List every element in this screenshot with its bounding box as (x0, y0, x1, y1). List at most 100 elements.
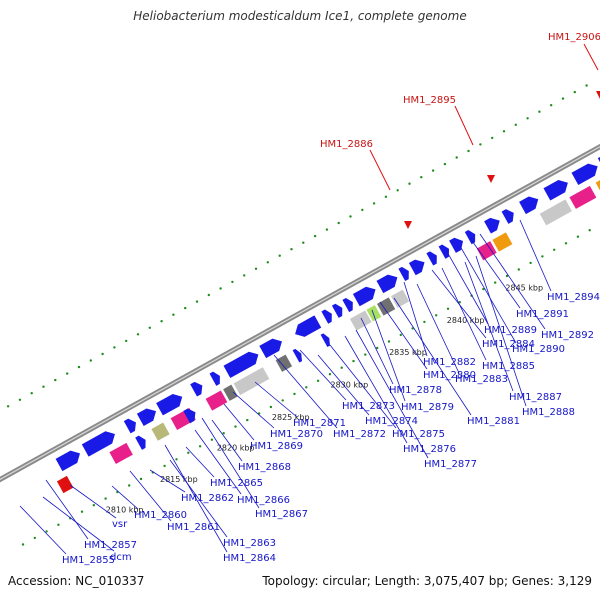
gene-label[interactable]: HM1_2860 (134, 510, 187, 521)
cds-arrow[interactable] (398, 265, 412, 282)
gene-label[interactable]: HM1_2885 (482, 361, 535, 372)
cds-arrow[interactable] (543, 177, 572, 201)
gene-label[interactable]: HM1_2884 (482, 339, 535, 350)
cds-arrow[interactable] (190, 379, 206, 397)
gene-label[interactable]: HM1_2881 (467, 416, 520, 427)
feature-block[interactable] (150, 421, 171, 442)
gene-label[interactable]: HM1_2857 (84, 540, 137, 551)
inner-tick-dot (541, 255, 544, 258)
feature-block[interactable] (108, 442, 134, 465)
cds-arrow[interactable] (376, 271, 401, 294)
gene-label[interactable]: HM1_2864 (223, 553, 276, 564)
cds-arrow[interactable] (519, 193, 542, 215)
cds-arrow[interactable] (292, 347, 305, 363)
cds-arrow[interactable] (501, 207, 518, 224)
outer-tick-dot (266, 261, 269, 264)
cds-arrow[interactable] (352, 283, 379, 307)
gene-label[interactable]: vsr (112, 519, 128, 530)
gene-label[interactable]: HM1_2878 (389, 385, 442, 396)
gene-label[interactable]: HM1_2870 (270, 429, 323, 440)
highlight-marker[interactable] (596, 91, 600, 99)
cds-arrow[interactable] (321, 308, 335, 324)
feature-block[interactable] (594, 173, 600, 196)
outer-tick-dot (125, 339, 128, 343)
cds-arrow[interactable] (571, 160, 600, 186)
outer-tick-dot (207, 293, 210, 297)
feature-block[interactable] (232, 366, 271, 396)
gene-label[interactable]: HM1_2876 (403, 444, 456, 455)
feature-block[interactable] (475, 240, 498, 262)
gene-label[interactable]: HM1_2865 (210, 478, 263, 489)
gene-label[interactable]: HM1_2880 (423, 370, 476, 381)
highlight-marker[interactable] (404, 221, 412, 229)
gene-label[interactable]: HM1_2882 (423, 357, 476, 368)
feature-block[interactable] (568, 185, 598, 210)
gene-label[interactable]: HM1_2894 (547, 292, 600, 303)
gene-label[interactable]: HM1_2866 (237, 495, 290, 506)
cds-arrow[interactable] (123, 416, 140, 434)
feature-block[interactable] (365, 304, 383, 323)
feature-block[interactable] (274, 353, 293, 373)
highlight-leader-line (583, 43, 599, 71)
feature-block[interactable] (56, 475, 75, 494)
gene-label[interactable]: HM1_2883 (455, 374, 508, 385)
gene-label[interactable]: HM1_2868 (238, 462, 291, 473)
gene-label[interactable]: HM1_2890 (512, 344, 565, 355)
cds-arrow[interactable] (331, 302, 346, 318)
gene-leader-line (211, 419, 243, 462)
feature-block[interactable] (390, 288, 411, 309)
cds-arrow[interactable] (342, 296, 356, 313)
highlight-gene-label[interactable]: HM1_2886 (320, 139, 373, 150)
gene-label[interactable]: HM1_2872 (333, 429, 386, 440)
gene-label[interactable]: HM1_2891 (516, 309, 569, 320)
gene-leader-line (232, 391, 275, 429)
gene-label[interactable]: HM1_2871 (293, 418, 346, 429)
outer-tick-dot (573, 90, 576, 94)
cds-arrow[interactable] (259, 335, 285, 359)
gene-label[interactable]: HM1_2869 (250, 441, 303, 452)
gene-label[interactable]: dcm (110, 552, 132, 563)
cds-arrow[interactable] (209, 370, 224, 386)
highlight-gene-label[interactable]: HM1_2906 (548, 32, 600, 43)
gene-label[interactable]: HM1_2892 (541, 330, 594, 341)
gene-leader-line (355, 329, 429, 459)
feature-block[interactable] (222, 383, 239, 402)
cds-arrow[interactable] (464, 228, 479, 245)
cds-arrow[interactable] (81, 428, 119, 457)
cds-arrow[interactable] (449, 235, 466, 253)
feature-block[interactable] (538, 198, 573, 227)
feature-block[interactable] (491, 231, 514, 253)
feature-block[interactable] (349, 309, 373, 332)
cds-arrow[interactable] (426, 249, 440, 266)
gene-label[interactable]: HM1_2855 (62, 555, 115, 566)
gene-label[interactable]: HM1_2877 (424, 459, 477, 470)
cds-arrow[interactable] (135, 434, 149, 450)
gene-label[interactable]: HM1_2889 (484, 325, 537, 336)
cds-arrow[interactable] (183, 406, 199, 424)
cds-arrow[interactable] (320, 332, 333, 348)
cds-arrow[interactable] (484, 214, 503, 234)
cds-arrow[interactable] (438, 243, 453, 259)
gene-label[interactable]: HM1_2862 (181, 493, 234, 504)
feature-block[interactable] (204, 389, 229, 412)
gene-label[interactable]: HM1_2863 (223, 538, 276, 549)
highlight-marker[interactable] (487, 175, 495, 183)
outer-tick-dot (325, 228, 329, 231)
gene-label[interactable]: HM1_2888 (522, 407, 575, 418)
gene-label[interactable]: HM1_2887 (509, 392, 562, 403)
cds-arrow[interactable] (223, 348, 262, 379)
gene-label[interactable]: HM1_2867 (255, 509, 308, 520)
highlight-gene-label[interactable]: HM1_2895 (403, 95, 456, 106)
cds-arrow[interactable] (136, 405, 160, 427)
cds-arrow[interactable] (292, 315, 322, 340)
gene-label[interactable]: HM1_2874 (365, 416, 418, 427)
gene-label[interactable]: HM1_2875 (392, 429, 445, 440)
gene-label[interactable]: HM1_2861 (167, 522, 220, 533)
cds-arrow[interactable] (55, 447, 84, 472)
gene-label[interactable]: HM1_2879 (401, 402, 454, 413)
cds-arrow[interactable] (156, 391, 186, 416)
gene-label[interactable]: HM1_2873 (342, 401, 395, 412)
cds-arrow[interactable] (408, 256, 428, 276)
feature-block[interactable] (376, 296, 397, 317)
